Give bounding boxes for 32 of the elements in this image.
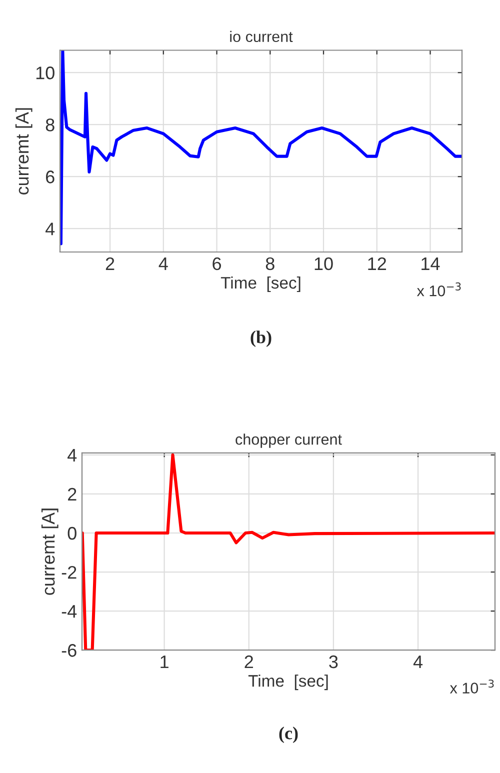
- x-tick-label: 12: [368, 257, 386, 270]
- text: x 10$^{−3}$: [450, 680, 494, 694]
- chart-title: io current: [230, 30, 293, 42]
- y-tick-label: -4: [62, 605, 77, 618]
- x-tick-label: 4: [158, 258, 168, 270]
- y-tick-label: 4: [46, 222, 55, 236]
- y-axis-title: curremt [A]: [41, 508, 58, 595]
- x-tick-label: 14: [422, 258, 440, 270]
- x-tick-label: 2: [244, 655, 253, 668]
- x-axis-title: Time [sec]: [220, 276, 300, 292]
- y-tick-label: -2: [62, 566, 76, 579]
- y-tick-label: -6: [62, 644, 76, 657]
- y-axis-title: curremt [A]: [15, 108, 32, 194]
- chart-title: chopper current: [236, 434, 342, 448]
- x-tick-label: 8: [266, 257, 274, 270]
- line-series: [82, 453, 495, 650]
- y-tick-label: 8: [46, 118, 54, 132]
- x-tick-label: 4: [413, 656, 423, 668]
- y-tick-label: 6: [46, 170, 54, 184]
- x-tick-label: 1: [160, 656, 168, 668]
- y-tick-label: 4: [68, 449, 77, 462]
- text: (b): [250, 330, 272, 347]
- text: x 10$^{−3}$: [416, 282, 461, 296]
- x-tick-label: 6: [212, 257, 221, 270]
- x-axis-title: Time [sec]: [248, 674, 328, 690]
- y-tick-label: 10: [36, 66, 54, 80]
- y-tick-label: 2: [68, 488, 76, 501]
- text: (c): [279, 726, 298, 744]
- y-tick-label: 0: [68, 526, 76, 540]
- x-tick-label: 2: [106, 257, 114, 270]
- x-tick-label: 3: [329, 655, 338, 668]
- x-tick-label: 10: [314, 257, 333, 270]
